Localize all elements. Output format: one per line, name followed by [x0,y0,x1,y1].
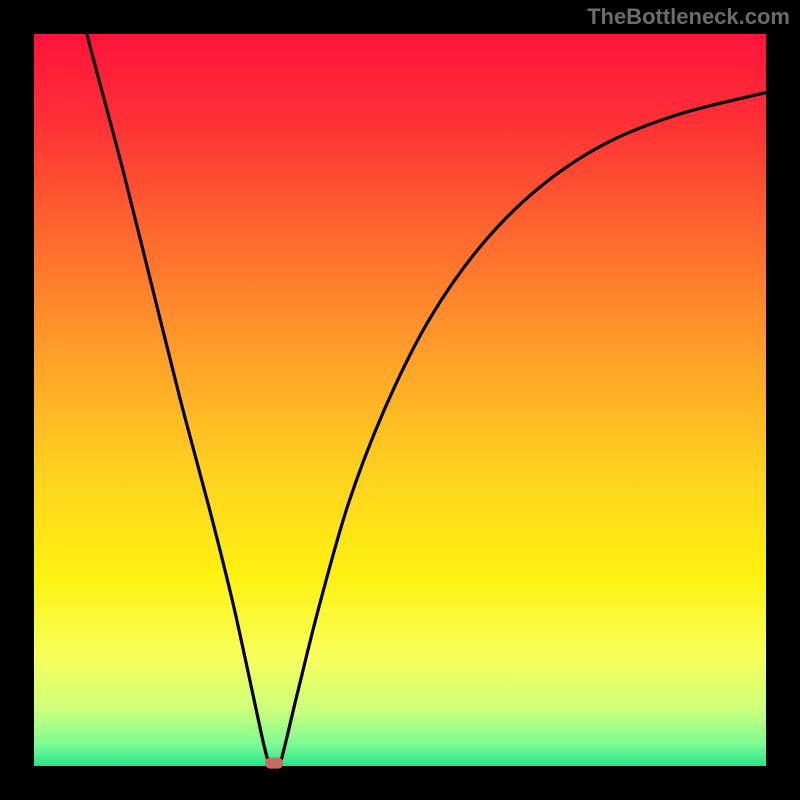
optimal-point-marker [265,758,283,769]
plot-background [34,34,766,766]
watermark-text: TheBottleneck.com [587,4,790,30]
bottleneck-chart [0,0,800,800]
chart-frame: TheBottleneck.com [0,0,800,800]
